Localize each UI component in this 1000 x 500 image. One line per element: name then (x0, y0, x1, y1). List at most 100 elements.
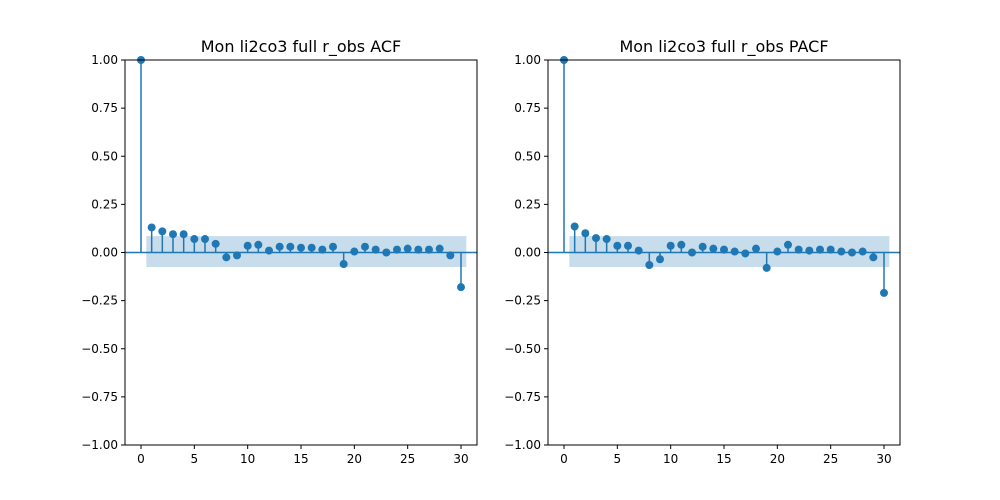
pacf-marker-lag-30 (880, 288, 888, 297)
pacf-marker-lag-7 (634, 246, 643, 255)
acf-marker-lag-26 (414, 245, 423, 254)
acf-title: Mon li2co3 full r_obs ACF (201, 37, 401, 57)
pacf-marker-lag-17 (741, 249, 750, 258)
pacf-y-tick-label: −0.25 (504, 294, 541, 308)
acf-y-tick-label: −0.75 (81, 390, 118, 404)
pacf-markers-layer (560, 56, 888, 297)
acf-marker-lag-27 (425, 245, 433, 254)
pacf-marker-lag-24 (816, 245, 824, 254)
acf-y-tick-label: 0.50 (91, 149, 118, 163)
pacf-marker-lag-8 (645, 261, 654, 270)
pacf-x-tick-label: 15 (716, 452, 731, 466)
acf-y-tick-label: −0.25 (81, 294, 118, 308)
pacf-x-tick-label: 10 (663, 452, 678, 466)
acf-marker-lag-19 (339, 260, 348, 269)
pacf-marker-lag-1 (570, 222, 579, 231)
pacf-title: Mon li2co3 full r_obs PACF (619, 37, 828, 57)
pacf-y-tick-label: 0.75 (514, 101, 541, 115)
pacf-marker-lag-14 (709, 244, 718, 253)
acf-marker-lag-21 (361, 242, 369, 251)
pacf-y-tick-label: −0.50 (504, 342, 541, 356)
pacf-x-tick-label: 20 (770, 452, 785, 466)
acf-marker-lag-6 (201, 235, 209, 244)
acf-marker-lag-12 (265, 246, 273, 255)
pacf-plot-frame (547, 59, 901, 446)
pacf-axes-layer: 0 5 10 15 20 25 30 −1.00 −0.75 −0.50 −0.25 0.00 0.25… (504, 53, 891, 466)
acf-x-tick-label: 5 (191, 452, 199, 466)
acf-marker-lag-29 (446, 251, 455, 260)
acf-x-tick-label: 10 (240, 452, 255, 466)
pacf-marker-lag-28 (858, 247, 867, 256)
pacf-marker-lag-13 (698, 242, 707, 251)
acf-marker-lag-2 (158, 227, 167, 236)
acf-marker-lag-16 (307, 243, 316, 252)
acf-marker-lag-24 (393, 245, 401, 254)
acf-marker-lag-11 (254, 240, 263, 249)
pacf-y-tick-label: 0.00 (514, 246, 541, 260)
pacf-marker-lag-20 (773, 247, 782, 256)
pacf-marker-lag-6 (624, 241, 632, 250)
acf-marker-lag-28 (435, 244, 444, 253)
pacf-marker-lag-15 (720, 245, 728, 254)
acf-marker-lag-20 (350, 247, 359, 256)
pacf-marker-lag-27 (848, 248, 856, 257)
pacf-marker-lag-29 (869, 253, 878, 262)
acf-markers-layer (137, 56, 465, 292)
pacf-marker-lag-10 (666, 241, 675, 250)
acf-y-tick-label: −1.00 (81, 438, 118, 452)
pacf-x-tick-label: 0 (560, 452, 568, 466)
pacf-panel: Mon li2co3 full r_obs PACF 0 5 10 15 20 25 30 −… (504, 37, 901, 466)
pacf-marker-lag-18 (752, 244, 760, 253)
acf-marker-lag-18 (329, 242, 337, 251)
acf-marker-lag-1 (147, 223, 156, 232)
acf-y-tick-label: 0.25 (91, 197, 118, 211)
pacf-marker-lag-22 (794, 245, 803, 254)
acf-marker-lag-8 (222, 253, 231, 262)
pacf-y-tick-label: 1.00 (514, 53, 541, 67)
pacf-x-tick-label: 25 (823, 452, 838, 466)
acf-plot-frame (124, 59, 478, 446)
acf-marker-lag-9 (233, 251, 241, 260)
acf-marker-lag-13 (275, 242, 284, 251)
acf-x-tick-label: 20 (347, 452, 362, 466)
acf-marker-lag-17 (318, 245, 327, 254)
pacf-y-tick-label: −1.00 (504, 438, 541, 452)
acf-marker-lag-23 (382, 248, 391, 257)
acf-x-tick-label: 15 (293, 452, 308, 466)
acf-marker-lag-30 (457, 283, 465, 292)
acf-x-tick-label: 0 (137, 452, 145, 466)
pacf-y-tick-label: 0.25 (514, 197, 541, 211)
pacf-marker-lag-25 (826, 245, 835, 254)
pacf-marker-lag-12 (688, 248, 696, 257)
pacf-marker-lag-26 (837, 247, 846, 256)
acf-marker-lag-15 (297, 243, 305, 252)
pacf-y-tick-label: 0.50 (514, 149, 541, 163)
pacf-y-tick-label: −0.75 (504, 390, 541, 404)
acf-panel: Mon li2co3 full r_obs ACF 0 5 10 15 20 25 30 −1… (81, 37, 478, 466)
pacf-marker-lag-4 (602, 235, 611, 244)
pacf-marker-lag-2 (581, 229, 590, 238)
acf-marker-lag-4 (179, 230, 188, 239)
acf-marker-lag-3 (169, 230, 177, 239)
pacf-marker-lag-16 (730, 247, 739, 256)
pacf-x-tick-label: 5 (614, 452, 622, 466)
acf-axes-layer: 0 5 10 15 20 25 30 −1.00 −0.75 −0.50 −0.25 0.00 0.25… (81, 53, 468, 466)
acf-y-tick-label: 0.75 (91, 101, 118, 115)
acf-marker-lag-14 (286, 242, 295, 251)
pacf-marker-lag-11 (677, 240, 686, 249)
pacf-marker-lag-23 (805, 246, 814, 255)
acf-x-tick-label: 30 (453, 452, 468, 466)
acf-marker-lag-10 (243, 241, 252, 250)
acf-x-tick-label: 25 (400, 452, 415, 466)
acf-y-tick-label: 1.00 (91, 53, 118, 67)
acf-y-tick-label: −0.50 (81, 342, 118, 356)
pacf-x-tick-label: 30 (876, 452, 891, 466)
acf-marker-lag-22 (371, 245, 380, 254)
pacf-marker-lag-3 (592, 234, 600, 243)
pacf-marker-lag-21 (784, 240, 792, 249)
acf-marker-lag-25 (403, 244, 412, 253)
acf-marker-lag-7 (211, 239, 220, 248)
pacf-marker-lag-19 (762, 263, 771, 272)
pacf-marker-lag-9 (656, 255, 664, 264)
